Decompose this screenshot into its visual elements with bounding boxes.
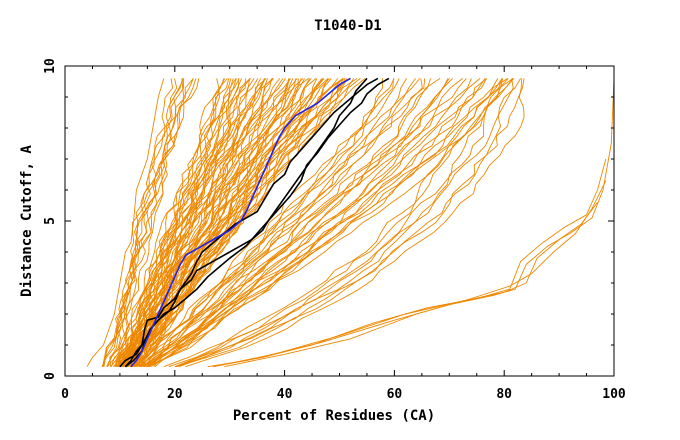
orange-series-line [168, 78, 503, 368]
highlight-series-layer [119, 77, 390, 368]
orange-series-line [122, 78, 290, 367]
y-tick-label-10: 10 [43, 58, 58, 74]
axis-ticks: 0 20 40 60 80 100 0 5 10 [43, 58, 626, 402]
orange-series-line [132, 78, 346, 367]
orange-series-line [147, 78, 514, 368]
x-tick-label-80: 80 [496, 387, 512, 402]
plot-clip-group [86, 77, 614, 368]
chart-title: T1040-D1 [314, 18, 381, 34]
orange-series-line [118, 78, 274, 367]
x-tick-label-0: 0 [61, 387, 69, 402]
y-tick-label-0: 0 [43, 372, 58, 380]
orange-series-line [153, 78, 487, 367]
orange-series-line [148, 78, 503, 368]
x-tick-label-60: 60 [387, 387, 403, 402]
orange-series-line-bottom-right-1 [213, 78, 614, 368]
orange-series-line [126, 78, 281, 367]
orange-series-line-bottom-right-3 [213, 202, 598, 368]
orange-series-line [106, 78, 185, 367]
orange-series-line [146, 78, 499, 368]
orange-series-line-far-left [86, 78, 165, 367]
orange-series-line [101, 78, 178, 367]
x-tick-label-40: 40 [277, 387, 293, 402]
x-tick-label-100: 100 [602, 387, 626, 402]
orange-series-line [138, 78, 358, 367]
orange-series-line [174, 78, 509, 368]
orange-series-line [106, 78, 184, 367]
y-tick-label-5: 5 [43, 217, 58, 225]
orange-series-line [144, 78, 467, 368]
x-tick-label-20: 20 [167, 387, 183, 402]
orange-series-line [175, 78, 521, 368]
orange-series-line-bottom-right-4 [224, 180, 607, 368]
orange-series-line [178, 78, 514, 368]
orange-series-line [129, 78, 348, 368]
orange-series-line [149, 78, 472, 368]
orange-series-line [116, 78, 255, 367]
orange-series-line [146, 78, 426, 368]
orange-series-line [126, 78, 272, 367]
orange-series-line [103, 78, 185, 367]
orange-series-line [103, 78, 194, 367]
orange-series-line [121, 78, 290, 368]
orange-series-line [106, 78, 194, 367]
orange-series-line [112, 78, 242, 368]
orange-series-line-bottom-right-2 [207, 158, 607, 368]
orange-series-line [154, 78, 508, 368]
x-axis-label: Percent of Residues (CA) [233, 408, 435, 424]
orange-series-line [176, 78, 525, 368]
orange-series-line [114, 78, 197, 367]
orange-series-line [132, 78, 329, 368]
orange-series-line [143, 78, 453, 368]
orange-series-line [109, 78, 200, 367]
series-line-1 [119, 77, 368, 368]
orange-series-line [185, 78, 525, 368]
orange-series-line [144, 78, 423, 367]
y-axis-label: Distance Cutoff, A [19, 145, 35, 297]
orange-series-line [142, 78, 421, 368]
orange-series-line [115, 78, 252, 367]
series-line-4 [130, 77, 351, 368]
orange-series-line [141, 78, 416, 367]
orange-series-line [139, 78, 450, 368]
orange-series-line [163, 78, 504, 368]
orange-series-line [136, 78, 395, 368]
orange-series-line [129, 78, 339, 368]
